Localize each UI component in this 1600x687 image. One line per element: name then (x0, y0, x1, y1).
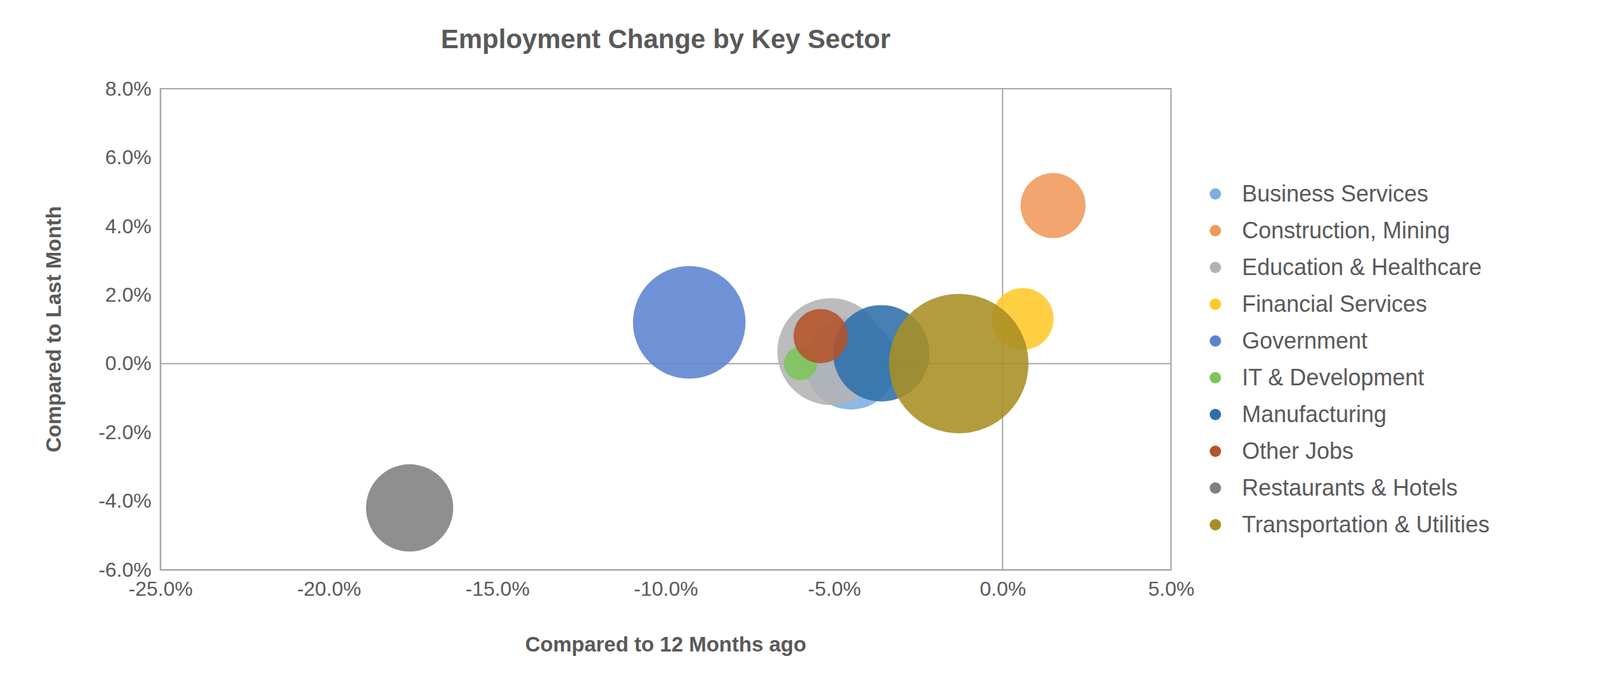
legend-marker (1209, 371, 1222, 384)
tick-label: 8.0% (105, 77, 152, 101)
tick: -4.0% (98, 489, 161, 512)
legend-label: Transportation & Utilities (1241, 511, 1490, 538)
tick: 6.0% (105, 145, 161, 169)
tick-label: -5.0% (807, 577, 862, 601)
tick: -5.0% (807, 569, 862, 601)
plot-frame (160, 88, 1172, 570)
tick: 0.0% (979, 569, 1026, 601)
tick-label: -20.0% (297, 577, 362, 601)
bubble (1020, 172, 1087, 239)
legend-marker (1209, 518, 1222, 531)
tick: -6.0% (98, 558, 161, 582)
legend-label: Education & Healthcare (1241, 254, 1482, 281)
bubble (793, 308, 848, 364)
tick-label: 6.0% (105, 145, 152, 169)
tick-label: -6.0% (98, 558, 152, 582)
legend-marker (1209, 482, 1222, 494)
axis-line (160, 89, 162, 571)
bubbles (366, 172, 1087, 552)
y-axis-title: Compared to Last Month (41, 205, 66, 453)
tick-label: 2.0% (105, 283, 152, 307)
legend-marker (1209, 445, 1222, 457)
y-axis: -6.0% -4.0% -2.0% 0.0% 2.0% 4.0% 6.0% 8.0% (98, 77, 161, 582)
tick-label: -4.0% (98, 489, 152, 512)
x-axis: -25.0%-20.0%-15.0%-10.0%-5.0%0.0%5.0% (128, 569, 1195, 601)
bubble (366, 464, 454, 552)
bubble (889, 294, 1029, 434)
legend-marker (1209, 224, 1222, 237)
legend: Business Services Construction, Mining Edu… (1209, 180, 1490, 538)
tick: 4.0% (105, 214, 161, 238)
legend-label: Business Services (1241, 180, 1429, 207)
legend-label: Restaurants & Hotels (1241, 474, 1458, 501)
bubble (633, 266, 746, 379)
legend-marker (1209, 188, 1222, 200)
tick-label: 5.0% (1148, 577, 1195, 601)
tick-label: 4.0% (105, 214, 152, 238)
tick: 5.0% (1148, 569, 1195, 601)
legend-marker (1209, 298, 1222, 310)
legend-label: Construction, Mining (1241, 217, 1450, 244)
tick: -15.0% (465, 569, 530, 601)
tick: -20.0% (297, 569, 362, 601)
tick-label: -10.0% (633, 577, 698, 601)
legend-marker (1209, 335, 1222, 347)
tick: 2.0% (105, 283, 161, 307)
legend-label: Manufacturing (1241, 401, 1387, 428)
title: Employment Change by Key Sector (441, 24, 891, 54)
tick-label: -15.0% (465, 577, 530, 601)
tick-label: 0.0% (105, 351, 152, 375)
legend-label: Financial Services (1241, 290, 1428, 317)
tick-label: -2.0% (98, 420, 152, 444)
tick: -10.0% (633, 569, 698, 601)
legend-label: IT & Development (1241, 364, 1424, 391)
legend-label: Government (1241, 327, 1368, 354)
axis-line (160, 569, 1172, 571)
chart: Employment Change by Key Sector-25.0%-20… (0, 0, 1600, 687)
tick: 0.0% (105, 351, 161, 375)
x-axis-title: Compared to 12 Months ago (525, 632, 807, 656)
tick-label: 0.0% (979, 577, 1026, 601)
tick: -2.0% (98, 420, 161, 444)
legend-marker (1209, 408, 1222, 421)
legend-marker (1209, 261, 1222, 274)
tick: 8.0% (105, 77, 161, 101)
legend-label: Other Jobs (1241, 437, 1354, 464)
